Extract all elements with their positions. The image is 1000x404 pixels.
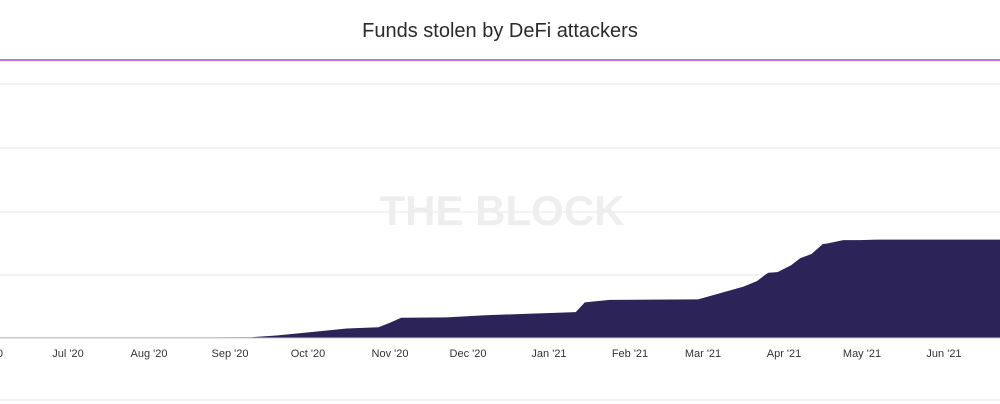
x-tick-label: May '21 [843, 348, 881, 360]
x-tick-label: Oct '20 [291, 348, 326, 360]
x-tick-label: Jul '20 [52, 348, 83, 360]
x-axis: 0 Jul '20 Aug '20 Sep '20 Oct '20 Nov '20 Dec … [0, 337, 1000, 360]
x-tick-label: Sep '20 [212, 348, 249, 360]
x-tick-label: Dec '20 [450, 348, 487, 360]
watermark: THE BLOCK [380, 187, 625, 234]
area-series [0, 239, 1000, 338]
x-tick-label: Nov '20 [372, 348, 409, 360]
x-tick-label: Mar '21 [685, 348, 721, 360]
area-series-fill [0, 239, 1000, 338]
x-tick-label: Jan '21 [531, 348, 566, 360]
x-tick-label: Jun '21 [926, 348, 961, 360]
x-tick-label: Apr '21 [767, 348, 802, 360]
x-tick-label: Feb '21 [612, 348, 648, 360]
chart-title: Funds stolen by DeFi attackers [362, 20, 638, 42]
x-tick-label: 0 [0, 348, 3, 360]
x-tick-label: Aug '20 [131, 348, 168, 360]
